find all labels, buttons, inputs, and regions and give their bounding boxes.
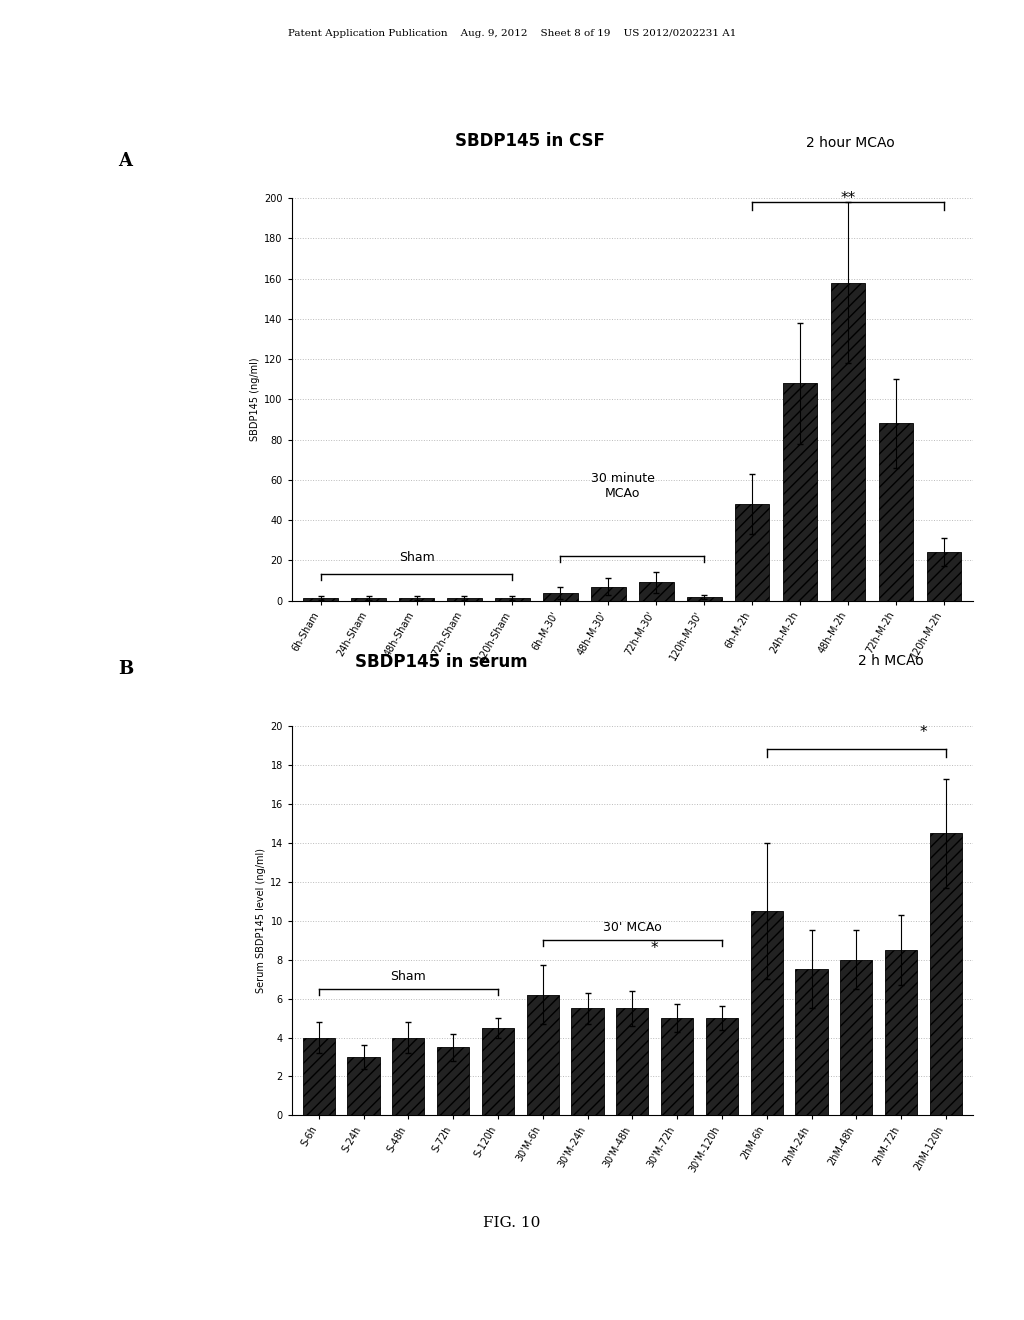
Text: A: A bbox=[118, 152, 132, 170]
Bar bbox=[347, 1057, 380, 1115]
Text: *: * bbox=[651, 941, 658, 956]
Bar bbox=[591, 586, 626, 601]
Bar bbox=[616, 1008, 648, 1115]
Bar bbox=[706, 1018, 738, 1115]
Text: *: * bbox=[920, 725, 928, 739]
Bar bbox=[927, 552, 962, 601]
Bar bbox=[571, 1008, 603, 1115]
Bar bbox=[496, 598, 529, 601]
Bar bbox=[735, 504, 769, 601]
Text: Sham: Sham bbox=[398, 552, 434, 565]
Text: Patent Application Publication    Aug. 9, 2012    Sheet 8 of 19    US 2012/02022: Patent Application Publication Aug. 9, 2… bbox=[288, 29, 736, 38]
Bar bbox=[783, 383, 817, 601]
Text: 2 hour MCAo: 2 hour MCAo bbox=[806, 136, 895, 149]
Text: **: ** bbox=[841, 191, 856, 206]
Bar bbox=[399, 598, 434, 601]
Text: 30 minute
MCAo: 30 minute MCAo bbox=[591, 473, 654, 500]
Text: 30' MCAo: 30' MCAo bbox=[603, 921, 662, 935]
Bar bbox=[447, 598, 481, 601]
Bar bbox=[930, 833, 963, 1115]
Text: Sham: Sham bbox=[390, 970, 426, 983]
Bar bbox=[840, 960, 872, 1115]
Text: SBDP145 in CSF: SBDP145 in CSF bbox=[456, 132, 605, 149]
Bar bbox=[751, 911, 782, 1115]
Bar bbox=[392, 1038, 424, 1115]
Bar bbox=[437, 1047, 469, 1115]
Bar bbox=[662, 1018, 693, 1115]
Text: SBDP145 in serum: SBDP145 in serum bbox=[355, 653, 528, 672]
Bar bbox=[639, 582, 674, 601]
Text: 2 h MCAo: 2 h MCAo bbox=[858, 653, 924, 668]
Bar bbox=[687, 597, 722, 601]
Y-axis label: Serum SBDP145 level (ng/ml): Serum SBDP145 level (ng/ml) bbox=[256, 849, 266, 993]
Text: B: B bbox=[118, 660, 133, 678]
Text: FIG. 10: FIG. 10 bbox=[483, 1216, 541, 1230]
Bar bbox=[796, 969, 827, 1115]
Bar bbox=[303, 598, 338, 601]
Y-axis label: SBDP145 (ng/ml): SBDP145 (ng/ml) bbox=[250, 358, 260, 441]
Bar bbox=[303, 1038, 335, 1115]
Bar bbox=[526, 995, 559, 1115]
Bar bbox=[879, 424, 913, 601]
Bar bbox=[481, 1028, 514, 1115]
Bar bbox=[830, 282, 865, 601]
Bar bbox=[885, 950, 918, 1115]
Bar bbox=[543, 593, 578, 601]
Bar bbox=[351, 598, 386, 601]
